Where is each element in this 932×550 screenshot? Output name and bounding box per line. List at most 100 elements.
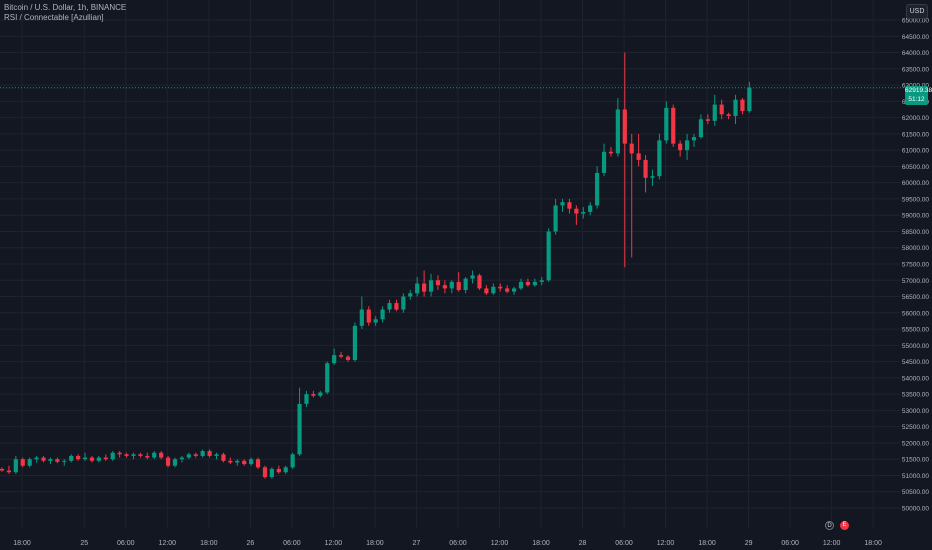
candle[interactable] bbox=[505, 285, 510, 294]
candle[interactable] bbox=[297, 387, 302, 456]
candle[interactable] bbox=[567, 198, 572, 214]
candle[interactable] bbox=[622, 52, 627, 268]
candle[interactable] bbox=[62, 459, 67, 466]
candle[interactable] bbox=[719, 99, 724, 120]
candle[interactable] bbox=[82, 452, 88, 461]
candle[interactable] bbox=[138, 452, 143, 458]
candle[interactable] bbox=[546, 228, 551, 282]
candle[interactable] bbox=[221, 452, 226, 463]
candle[interactable] bbox=[235, 459, 240, 466]
candle[interactable] bbox=[691, 133, 697, 147]
candle[interactable] bbox=[484, 285, 489, 295]
candle[interactable] bbox=[110, 451, 115, 461]
candle[interactable] bbox=[186, 452, 191, 460]
candle[interactable] bbox=[477, 273, 482, 291]
candle[interactable] bbox=[463, 277, 468, 294]
candle[interactable] bbox=[249, 457, 254, 466]
candle[interactable] bbox=[449, 280, 454, 294]
candle[interactable] bbox=[366, 306, 371, 326]
candle[interactable] bbox=[525, 278, 531, 287]
candle[interactable] bbox=[394, 299, 399, 312]
currency-button[interactable]: USD bbox=[906, 4, 928, 19]
candle[interactable] bbox=[311, 390, 316, 398]
candle[interactable] bbox=[269, 467, 274, 479]
dividend-event-icon[interactable]: D bbox=[825, 521, 834, 530]
candle[interactable] bbox=[34, 455, 39, 463]
candle[interactable] bbox=[304, 390, 309, 408]
candle[interactable] bbox=[650, 169, 655, 186]
candle[interactable] bbox=[643, 155, 648, 193]
candle[interactable] bbox=[131, 452, 136, 460]
candle[interactable] bbox=[103, 454, 108, 461]
candle[interactable] bbox=[124, 452, 129, 458]
candle[interactable] bbox=[55, 457, 60, 464]
candle[interactable] bbox=[69, 454, 74, 463]
candle[interactable] bbox=[684, 133, 690, 160]
candle[interactable] bbox=[595, 166, 600, 209]
candle[interactable] bbox=[588, 202, 593, 216]
candle[interactable] bbox=[27, 457, 32, 468]
candle[interactable] bbox=[491, 283, 496, 295]
candle[interactable] bbox=[726, 112, 731, 120]
candle[interactable] bbox=[442, 280, 447, 294]
candle[interactable] bbox=[422, 270, 427, 297]
candle[interactable] bbox=[290, 452, 295, 469]
candle[interactable] bbox=[179, 455, 185, 463]
candle[interactable] bbox=[415, 277, 420, 297]
candle[interactable] bbox=[387, 299, 392, 313]
candle[interactable] bbox=[401, 293, 406, 313]
candle[interactable] bbox=[511, 286, 517, 295]
candle[interactable] bbox=[498, 283, 503, 292]
candle[interactable] bbox=[6, 465, 12, 474]
candle[interactable] bbox=[345, 355, 351, 362]
candle[interactable] bbox=[671, 104, 676, 147]
candles[interactable] bbox=[0, 52, 752, 479]
candle[interactable] bbox=[678, 140, 683, 157]
candle[interactable] bbox=[428, 273, 434, 297]
candle[interactable] bbox=[20, 457, 25, 468]
candle[interactable] bbox=[193, 452, 198, 458]
candle[interactable] bbox=[283, 465, 288, 474]
candle[interactable] bbox=[747, 81, 752, 113]
candle[interactable] bbox=[262, 465, 268, 479]
candle[interactable] bbox=[242, 459, 247, 466]
candle[interactable] bbox=[276, 465, 281, 474]
candle[interactable] bbox=[172, 457, 178, 468]
candle[interactable] bbox=[76, 454, 81, 461]
candle[interactable] bbox=[629, 133, 634, 258]
candle[interactable] bbox=[338, 351, 344, 359]
symbol-title[interactable]: Bitcoin / U.S. Dollar, 1h, BINANCE bbox=[4, 3, 127, 12]
candle[interactable] bbox=[332, 348, 337, 365]
candle[interactable] bbox=[560, 198, 565, 212]
candle[interactable] bbox=[470, 270, 475, 284]
candle[interactable] bbox=[705, 114, 710, 125]
candle[interactable] bbox=[41, 455, 46, 463]
candle[interactable] bbox=[152, 451, 157, 460]
candle[interactable] bbox=[207, 449, 212, 458]
candle[interactable] bbox=[89, 455, 95, 463]
indicator-title[interactable]: RSI / Connectable [Azullian] bbox=[4, 13, 104, 22]
candle[interactable] bbox=[200, 449, 205, 458]
candle[interactable] bbox=[13, 455, 18, 474]
candle[interactable] bbox=[740, 98, 745, 115]
candle[interactable] bbox=[214, 452, 219, 460]
candle[interactable] bbox=[435, 275, 441, 291]
candle[interactable] bbox=[733, 94, 738, 125]
candle[interactable] bbox=[380, 306, 385, 323]
candle[interactable] bbox=[373, 316, 378, 326]
candle[interactable] bbox=[48, 457, 53, 465]
candle[interactable] bbox=[318, 390, 323, 398]
candle[interactable] bbox=[615, 98, 620, 157]
candle[interactable] bbox=[581, 207, 586, 219]
candle[interactable] bbox=[608, 146, 614, 157]
candle[interactable] bbox=[117, 451, 122, 458]
earnings-event-icon[interactable]: E bbox=[840, 521, 849, 530]
candle[interactable] bbox=[664, 101, 669, 144]
candle[interactable] bbox=[712, 94, 717, 126]
candle[interactable] bbox=[0, 467, 5, 472]
candle[interactable] bbox=[352, 322, 358, 362]
time-axis[interactable]: 18:00 25 06:00 12:00 18:00 26 06:00 12:00 18:00 2… bbox=[13, 540, 882, 547]
candle[interactable] bbox=[159, 451, 164, 460]
candle[interactable] bbox=[228, 457, 233, 465]
